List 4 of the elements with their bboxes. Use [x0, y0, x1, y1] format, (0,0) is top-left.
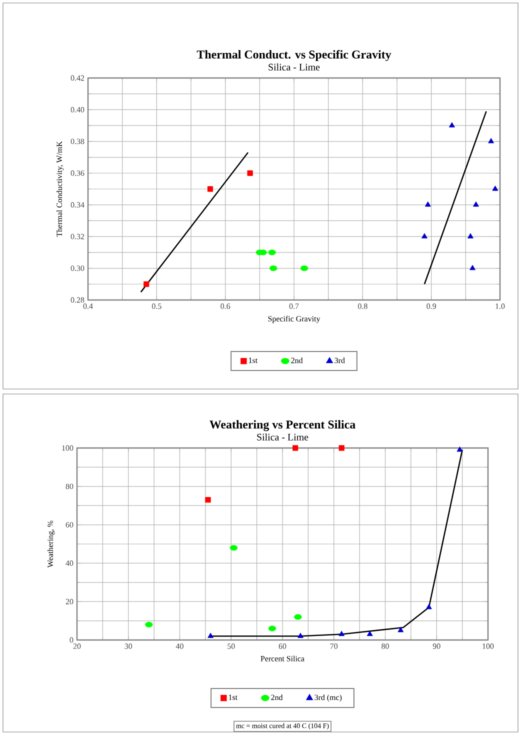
chart-subtitle: Silica - Lime	[257, 433, 308, 440]
chart-subtitle: Silica - Lime	[268, 63, 320, 70]
chart-title: Weathering vs Percent Silica	[210, 420, 356, 432]
chart-title: Thermal Conduct. vs Specific Gravity	[196, 50, 392, 62]
